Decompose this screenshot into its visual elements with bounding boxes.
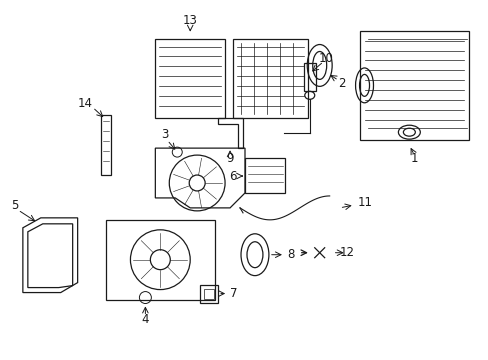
Text: 4: 4: [142, 313, 149, 326]
Text: 13: 13: [183, 14, 197, 27]
Text: 14: 14: [78, 97, 93, 110]
Text: 9: 9: [226, 152, 233, 165]
Text: 1: 1: [410, 152, 417, 165]
Text: 2: 2: [337, 77, 345, 90]
Text: 6: 6: [229, 170, 237, 183]
Text: 8: 8: [286, 248, 294, 261]
Text: 11: 11: [357, 197, 372, 210]
Text: 10: 10: [318, 52, 332, 65]
Text: 7: 7: [229, 287, 237, 300]
Text: 5: 5: [11, 199, 19, 212]
Text: 12: 12: [339, 246, 354, 259]
Text: 3: 3: [162, 128, 169, 141]
